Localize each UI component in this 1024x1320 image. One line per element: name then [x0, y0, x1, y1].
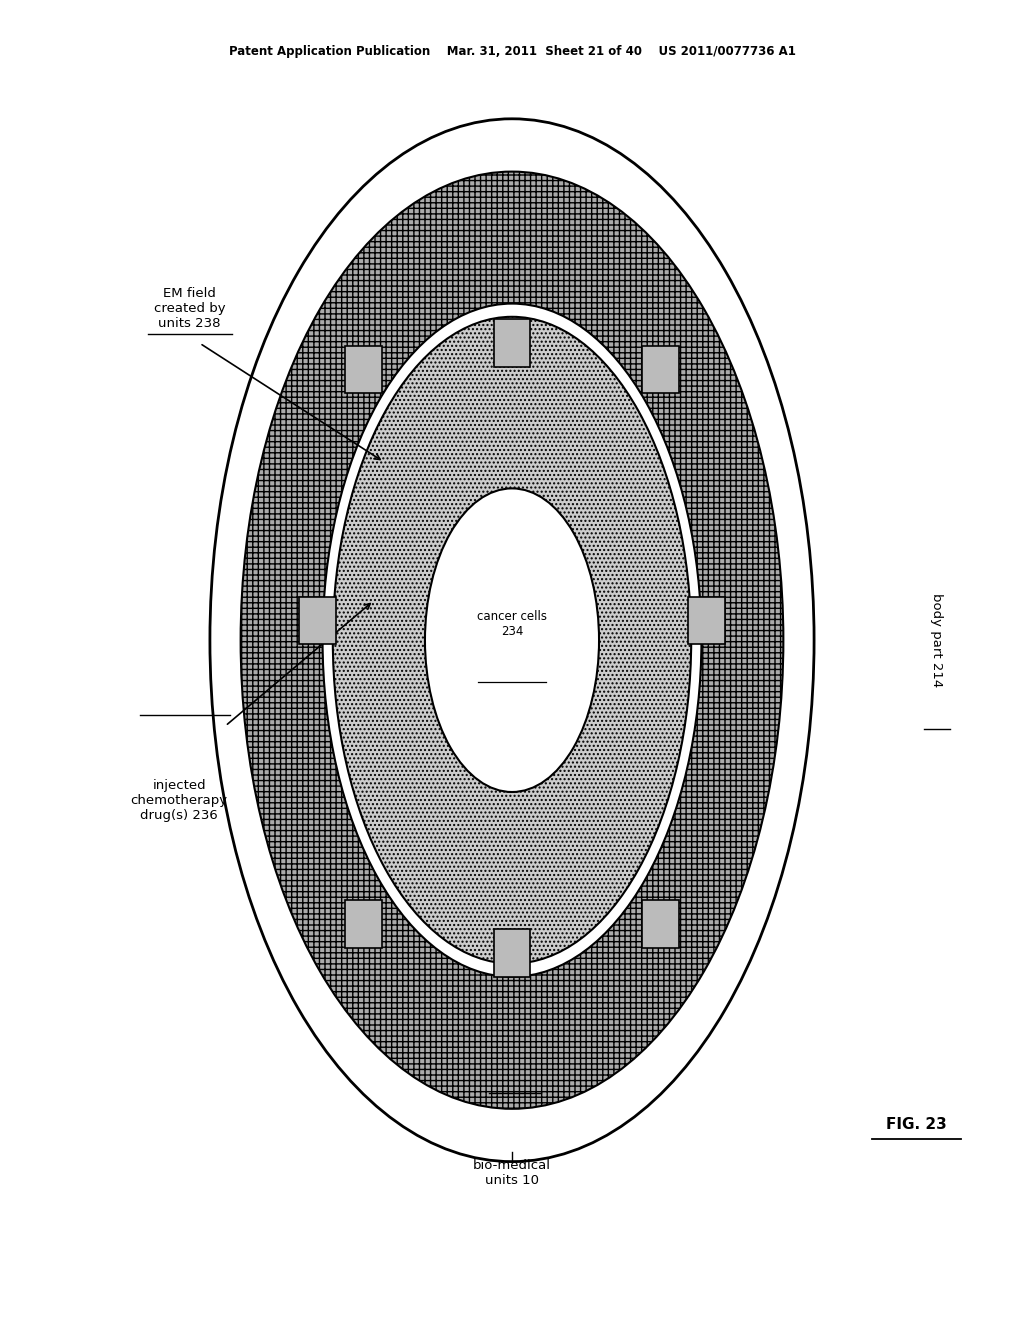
Text: cancer cells
234: cancer cells 234	[477, 610, 547, 639]
Bar	[642, 900, 679, 948]
Text: Patent Application Publication    Mar. 31, 2011  Sheet 21 of 40    US 2011/00777: Patent Application Publication Mar. 31, …	[228, 45, 796, 58]
Bar	[345, 900, 382, 948]
Text: EM field
created by
units 238: EM field created by units 238	[154, 286, 225, 330]
Text: bio-medical
units 10: bio-medical units 10	[473, 1159, 551, 1187]
Bar	[688, 597, 725, 644]
Ellipse shape	[323, 304, 701, 977]
Bar	[494, 929, 530, 977]
Bar	[494, 319, 530, 367]
Text: body part 214: body part 214	[931, 593, 943, 688]
Ellipse shape	[333, 317, 691, 964]
Bar	[345, 346, 382, 393]
Ellipse shape	[425, 488, 599, 792]
Bar	[299, 597, 336, 644]
Text: FIG. 23: FIG. 23	[886, 1117, 947, 1133]
Ellipse shape	[210, 119, 814, 1162]
Ellipse shape	[241, 172, 783, 1109]
Bar	[642, 346, 679, 393]
Text: injected
chemotherapy
drug(s) 236: injected chemotherapy drug(s) 236	[131, 779, 227, 822]
